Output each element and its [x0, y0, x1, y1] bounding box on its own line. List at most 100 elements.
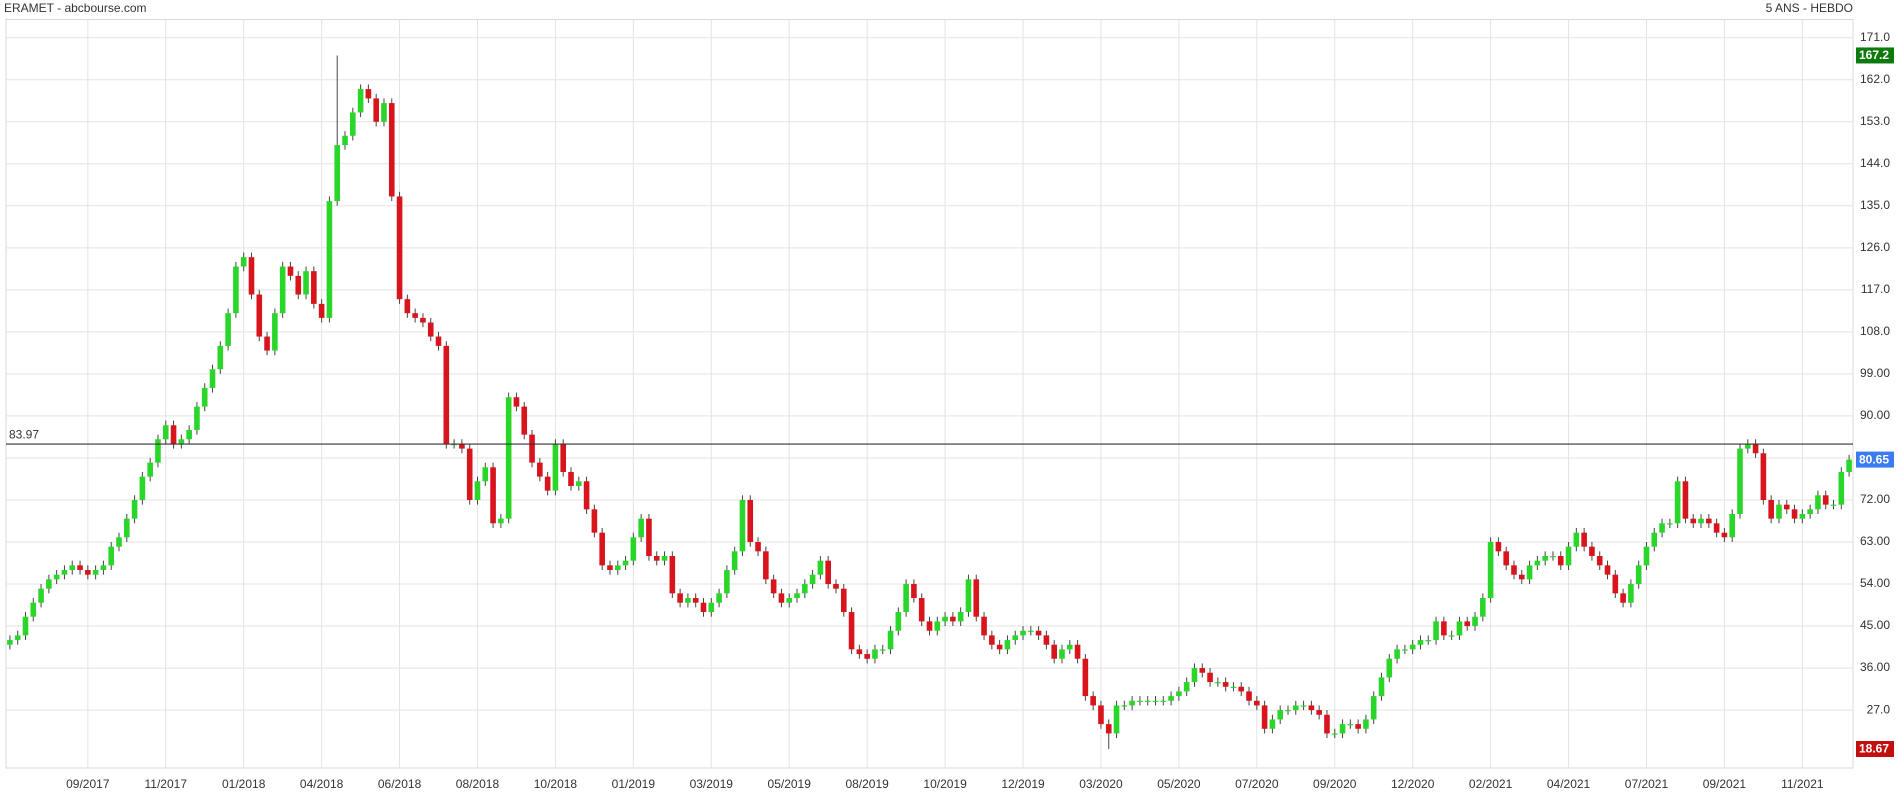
- candle-body: [1425, 640, 1432, 642]
- x-tick-label: 09/2017: [66, 777, 110, 791]
- candle-body: [7, 640, 13, 645]
- candle-body: [1511, 565, 1517, 575]
- candle-body: [770, 579, 777, 594]
- candle-body: [139, 476, 146, 500]
- candle-body: [1830, 504, 1837, 506]
- candle-body: [856, 649, 863, 655]
- candle-body: [1495, 542, 1502, 552]
- candle-body: [1565, 546, 1572, 566]
- candle-body: [53, 574, 60, 580]
- x-tick-label: 09/2020: [1313, 777, 1357, 791]
- candle-body: [123, 518, 130, 538]
- x-tick-label: 08/2019: [845, 777, 889, 791]
- candle-body: [965, 579, 972, 613]
- candle-body: [1838, 471, 1845, 505]
- candle-body: [381, 103, 387, 122]
- price-badge: [1856, 740, 1894, 757]
- candle-body: [1285, 710, 1291, 712]
- x-tick-label: 08/2018: [456, 777, 500, 791]
- candle-body: [1004, 640, 1011, 650]
- candle-body: [1635, 565, 1642, 585]
- candle-body: [1176, 691, 1182, 697]
- candle-body: [778, 593, 785, 603]
- y-tick-label: 126.0: [1860, 240, 1890, 254]
- candle-body: [1589, 546, 1595, 557]
- candle-body: [825, 560, 831, 585]
- y-tick-label: 135.0: [1860, 198, 1890, 212]
- candle-body: [1456, 621, 1463, 636]
- candle-body: [1721, 532, 1728, 538]
- reference-label: 83.97: [9, 427, 39, 441]
- candle-body: [973, 579, 980, 617]
- candle-body: [739, 499, 746, 552]
- candle-body: [388, 103, 395, 197]
- candle-body: [1121, 705, 1128, 707]
- x-tick-label: 02/2021: [1469, 777, 1513, 791]
- candle-body: [357, 89, 364, 113]
- candle-body: [903, 584, 909, 613]
- candle-body: [879, 649, 886, 651]
- candle-body: [1098, 705, 1104, 725]
- candle-body: [482, 467, 489, 482]
- candle-body: [318, 303, 325, 318]
- candle-body: [1012, 635, 1019, 641]
- candle-body: [264, 336, 270, 351]
- candle-body: [326, 201, 333, 318]
- candle-body: [1105, 724, 1112, 734]
- candle-body: [583, 481, 590, 510]
- candle-body: [1051, 644, 1057, 659]
- candle-body: [233, 266, 239, 314]
- x-tick-label: 07/2021: [1625, 777, 1669, 791]
- candle-body: [466, 448, 473, 500]
- x-tick-label: 05/2019: [768, 777, 812, 791]
- y-tick-label: 162.0: [1860, 72, 1890, 86]
- candle-body: [490, 467, 496, 524]
- candle-body: [708, 602, 715, 613]
- candle-body: [700, 602, 707, 613]
- candle-body: [591, 509, 598, 533]
- candle-body: [724, 570, 730, 594]
- candle-body: [1246, 691, 1252, 701]
- candle-body: [412, 313, 418, 318]
- candle-body: [225, 313, 231, 346]
- candle-body: [848, 612, 855, 650]
- candle-body: [934, 621, 941, 631]
- candle-body: [404, 299, 411, 314]
- candle-body: [1604, 565, 1611, 575]
- candle-body: [926, 621, 933, 631]
- candle-body: [311, 271, 317, 304]
- x-tick-label: 05/2020: [1157, 777, 1201, 791]
- candle-body: [505, 397, 512, 519]
- x-tick-label: 07/2020: [1235, 777, 1279, 791]
- x-tick-label: 10/2019: [923, 777, 967, 791]
- candle-body: [1082, 658, 1089, 697]
- candle-body: [1331, 733, 1338, 735]
- candle-body: [1308, 705, 1315, 711]
- candle-body: [1035, 630, 1042, 636]
- candle-body: [170, 425, 177, 444]
- x-tick-label: 03/2020: [1079, 777, 1123, 791]
- candle-body: [529, 434, 535, 463]
- candle-body: [1698, 518, 1704, 524]
- y-tick-label: 171.0: [1860, 30, 1890, 44]
- candle-body: [918, 598, 925, 622]
- y-tick-label: 72.00: [1860, 492, 1890, 506]
- candle-body: [1503, 551, 1510, 566]
- candle-body: [1292, 705, 1299, 711]
- candle-body: [1020, 630, 1026, 636]
- candle-body: [1659, 523, 1665, 533]
- candle-body: [1409, 644, 1416, 650]
- candle-body: [1183, 682, 1190, 692]
- candle-body: [1651, 532, 1658, 547]
- price-badge: [1856, 451, 1894, 468]
- candle-body: [1378, 677, 1385, 697]
- y-tick-label: 99.00: [1860, 366, 1890, 380]
- candle-body: [1277, 710, 1284, 720]
- candle-body: [38, 588, 44, 603]
- candle-body: [1706, 518, 1712, 524]
- candle-body: [1074, 644, 1081, 659]
- candle-body: [1760, 453, 1767, 500]
- candle-body: [1113, 705, 1120, 734]
- candle-body: [575, 481, 582, 486]
